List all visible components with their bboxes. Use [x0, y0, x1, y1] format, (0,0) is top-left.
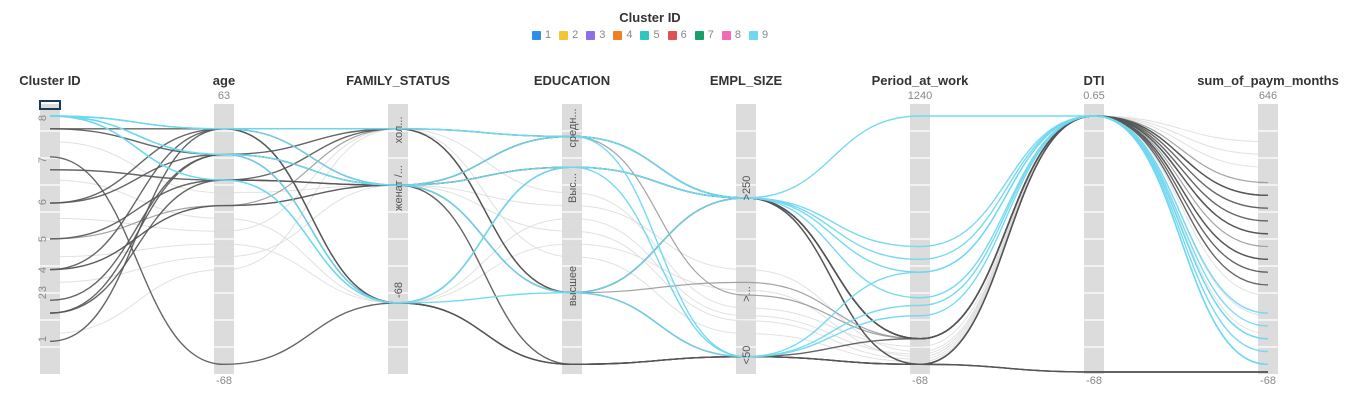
axis-max-label: 63: [218, 90, 230, 102]
legend-swatch: [559, 30, 569, 40]
category-label: женат /...: [393, 165, 405, 211]
legend-item-1[interactable]: 1: [531, 29, 552, 41]
axis-title: age: [213, 73, 235, 88]
cluster-tick-label: 8: [37, 115, 49, 121]
legend-item-7[interactable]: 7: [694, 29, 714, 41]
legend-item-3[interactable]: 3: [586, 29, 605, 41]
legend-label: 4: [626, 29, 633, 41]
category-label: <50: [741, 346, 753, 365]
category-label: >...: [741, 286, 753, 302]
category-label: хол...: [393, 117, 405, 144]
cluster-tick-label: 1: [37, 336, 49, 342]
axis-max-label: 0.65: [1083, 90, 1104, 102]
legend-swatch: [694, 30, 704, 40]
legend-item-5[interactable]: 5: [640, 29, 660, 41]
legend-swatch: [613, 30, 623, 40]
category-label: средн...: [567, 108, 579, 147]
legend-item-9[interactable]: 9: [748, 29, 769, 41]
cluster-selection-marker[interactable]: [39, 100, 61, 110]
cluster-tick-label: 3: [37, 286, 49, 292]
legend-title: Cluster ID: [619, 10, 681, 25]
legend-label: 7: [707, 29, 714, 41]
legend-label: 5: [653, 29, 660, 41]
axis-min-label: -68: [1086, 375, 1102, 387]
axes-layer: [40, 104, 1278, 374]
axis-title: Cluster ID: [19, 73, 80, 88]
cluster-tick-label: 5: [37, 236, 49, 242]
cluster-tick-label: 6: [37, 199, 49, 205]
axis-title: sum_of_paym_months: [1197, 73, 1339, 88]
axis-title: FAMILY_STATUS: [346, 73, 450, 88]
legend-swatch: [640, 30, 650, 40]
category-label: >250: [741, 176, 753, 201]
legend-swatch: [667, 30, 677, 40]
legend-label: 2: [572, 29, 579, 41]
legend-label: 8: [734, 29, 741, 41]
legend-label: 6: [680, 29, 687, 41]
category-label: -68: [393, 282, 405, 298]
legend-item-4[interactable]: 4: [613, 29, 632, 41]
legend-swatch: [586, 30, 596, 40]
legend-swatch: [721, 30, 731, 40]
data-line-highlight[interactable]: [49, 115, 1269, 358]
cluster-tick-label: 4: [37, 267, 49, 273]
legend-items: 1 2 3 4 5 6 7 8 9: [0, 29, 1300, 41]
data-line-dark[interactable]: [49, 115, 1269, 366]
legend-item-8[interactable]: 8: [721, 29, 741, 41]
cluster-tick-label: 7: [37, 157, 49, 163]
axis-title: DTI: [1084, 73, 1105, 88]
legend-item-6[interactable]: 6: [667, 29, 687, 41]
axis-title: EMPL_SIZE: [710, 73, 783, 88]
legend-swatch: [531, 30, 541, 40]
axis-title: EDUCATION: [534, 73, 610, 88]
lines-layer: [49, 115, 1269, 373]
category-label: высшее: [567, 266, 579, 306]
axis-max-label: 646: [1259, 90, 1277, 102]
chart-legend: Cluster ID 1 2 3 4 5 6 7 8 9: [0, 10, 1300, 41]
axis-min-label: -68: [216, 375, 232, 387]
axis-min-label: -68: [912, 375, 928, 387]
axis-title: Period_at_work: [872, 73, 970, 88]
category-label: Выс...: [567, 173, 579, 203]
legend-item-2[interactable]: 2: [559, 29, 578, 41]
cluster-tick-label: 2: [37, 293, 49, 299]
legend-label: 9: [761, 29, 769, 41]
axis-min-label: -68: [1260, 375, 1276, 387]
legend-swatch: [748, 30, 758, 40]
legend-label: 1: [544, 29, 552, 41]
axis-max-label: 1240: [908, 90, 932, 102]
legend-label: 3: [599, 29, 606, 41]
